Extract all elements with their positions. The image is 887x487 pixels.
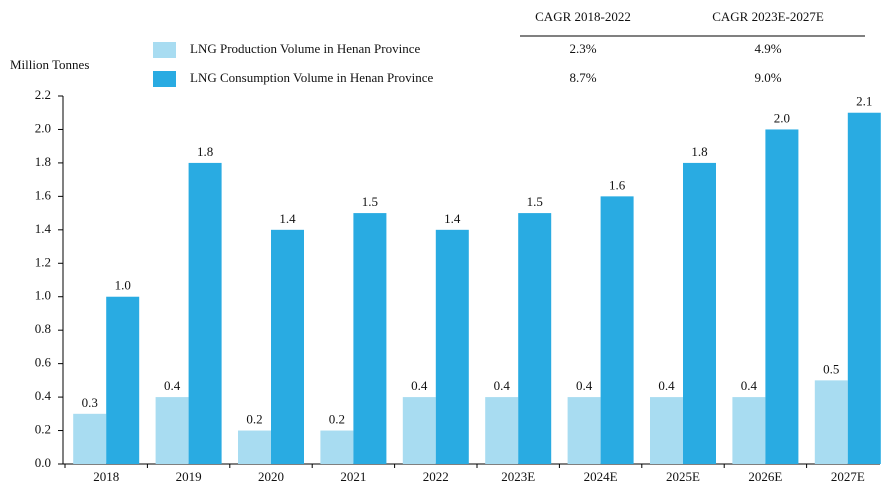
data-label: 0.4 [411,378,428,393]
data-label: 2.0 [774,110,790,125]
x-tick-label: 2018 [93,469,119,484]
x-tick-label: 2020 [258,469,284,484]
bar [435,229,469,464]
bar [188,162,222,464]
y-tick-label: 0.8 [35,321,51,336]
x-tick-label: 2027E [831,469,865,484]
bar [106,296,140,464]
bar [847,112,881,465]
bar [238,430,271,464]
bar [271,229,304,464]
bar [402,397,436,464]
y-tick-label: 1.2 [35,254,51,269]
data-label: 0.5 [823,361,839,376]
x-tick-label: 2026E [748,469,782,484]
bar [765,129,799,465]
y-tick-label: 2.2 [35,87,51,102]
x-tick-label: 2025E [666,469,700,484]
y-tick-label: 1.8 [35,154,51,169]
bar [650,397,683,464]
table-header: CAGR 2023E-2027E [712,9,824,24]
table-cell: 2.3% [569,41,596,56]
bar [600,196,634,464]
data-label: 1.4 [444,211,461,226]
table-cell: 8.7% [569,70,596,85]
x-tick-label: 2023E [501,469,535,484]
data-label: 0.4 [164,378,181,393]
data-label: 1.8 [197,144,213,159]
x-tick-label: 2024E [584,469,618,484]
y-tick-label: 0.2 [35,422,51,437]
bar [485,397,519,464]
data-label: 1.6 [609,177,626,192]
bar [518,213,552,464]
y-tick-label: 0.4 [35,388,52,403]
data-label: 0.2 [246,412,262,427]
y-tick-label: 1.4 [35,221,52,236]
bar [814,380,848,464]
legend-swatch [153,42,176,58]
data-label: 0.3 [82,395,98,410]
y-tick-label: 1.0 [35,288,51,303]
x-tick-label: 2019 [176,469,202,484]
data-label: 0.4 [741,378,758,393]
data-label: 0.4 [658,378,675,393]
bar [732,397,766,464]
data-label: 1.8 [691,144,707,159]
bar [683,162,716,464]
bar [155,397,189,464]
legend-label: LNG Consumption Volume in Henan Province [190,70,433,85]
data-label: 1.4 [279,211,296,226]
legend-swatch [153,71,176,87]
data-label: 1.5 [527,194,543,209]
table-cell: 4.9% [754,41,781,56]
y-tick-label: 0.6 [35,355,52,370]
data-label: 0.2 [329,412,345,427]
data-label: 0.4 [576,378,593,393]
data-label: 1.0 [115,278,131,293]
data-label: 0.4 [494,378,511,393]
table-cell: 9.0% [754,70,781,85]
y-axis-label: Million Tonnes [10,57,89,72]
table-header: CAGR 2018-2022 [535,9,631,24]
y-tick-label: 1.6 [35,187,52,202]
bar [567,397,601,464]
data-label: 1.5 [362,194,378,209]
y-tick-label: 0.0 [35,455,51,470]
y-tick-label: 2.0 [35,120,51,135]
x-tick-label: 2021 [340,469,366,484]
x-tick-label: 2022 [423,469,449,484]
legend-label: LNG Production Volume in Henan Province [190,41,420,56]
bar [73,413,107,464]
bar [320,430,354,464]
bar [353,213,387,464]
data-label: 2.1 [856,94,872,109]
